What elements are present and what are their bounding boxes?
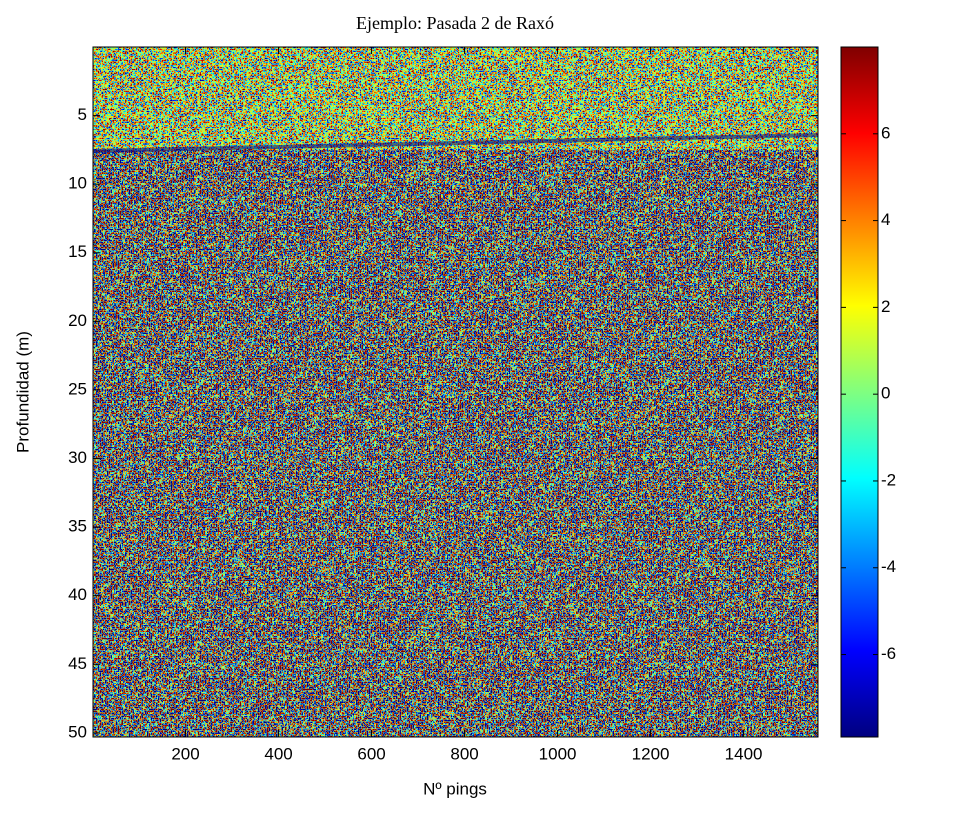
y-tick-label: 25 [68, 379, 87, 398]
y-tick-label: 10 [68, 174, 87, 193]
colorbar-tick-label: 4 [881, 210, 890, 229]
heatmap-boundary [92, 133, 819, 153]
y-axis-label: Profundidad (m) [13, 331, 32, 453]
y-tick-label: 40 [68, 585, 87, 604]
colorbar-tick-label: -2 [881, 470, 896, 489]
colorbar-tick-label: -6 [881, 644, 896, 663]
y-tick-label: 15 [68, 242, 87, 261]
plot-frame [92, 46, 819, 738]
colorbar [840, 46, 879, 738]
x-tick-label: 400 [264, 744, 292, 763]
colorbar-tick-label: 2 [881, 297, 890, 316]
x-axis-label: Nº pings [423, 779, 487, 798]
chart-title: Ejemplo: Pasada 2 de Raxó [356, 13, 554, 33]
y-tick-label: 35 [68, 517, 87, 536]
x-tick-label: 800 [450, 744, 478, 763]
colorbar-tick-label: -4 [881, 557, 896, 576]
x-tick-label: 200 [171, 744, 199, 763]
heatmap-image [93, 47, 818, 737]
colorbar-tick-label: 0 [881, 384, 890, 403]
y-tick-label: 50 [68, 722, 87, 741]
x-tick-label: 1000 [539, 744, 577, 763]
colorbar-tick-label: 6 [881, 123, 890, 142]
y-tick-label: 5 [78, 105, 87, 124]
heatmap-surface-layer [93, 47, 818, 150]
x-tick-label: 1200 [632, 744, 670, 763]
y-tick-label: 30 [68, 448, 87, 467]
x-tick-label: 1400 [725, 744, 763, 763]
y-tick-label: 45 [68, 654, 87, 673]
x-tick-label: 600 [357, 744, 385, 763]
y-tick-label: 20 [68, 311, 87, 330]
